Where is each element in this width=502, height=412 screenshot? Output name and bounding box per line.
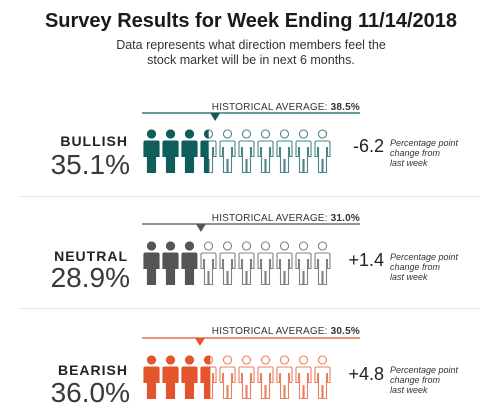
person-icon	[295, 241, 312, 286]
neutral-historical-value: 31.0%	[330, 213, 360, 224]
bearish-note-line-2: change from	[390, 375, 441, 385]
bearish-note-line-1: Percentage point	[390, 365, 459, 375]
bullish-percentage: 35.1%	[50, 149, 130, 180]
bullish-note-line-1: Percentage point	[390, 138, 459, 148]
person-icon-filled	[200, 129, 209, 174]
bearish-note-line-3: last week	[390, 385, 428, 395]
neutral-note-line-2: change from	[390, 262, 441, 272]
section-divider	[20, 308, 480, 309]
bearish-pictogram-row	[142, 337, 360, 400]
neutral-label: NEUTRAL	[54, 248, 128, 264]
person-icon	[295, 355, 312, 400]
person-icon	[219, 129, 236, 174]
chart-title: Survey Results for Week Ending 11/14/201…	[44, 10, 458, 32]
bullish-note-line-3: last week	[390, 158, 428, 168]
bullish-pictogram-row	[142, 112, 360, 174]
bullish-historical-value: 38.5%	[330, 102, 360, 113]
person-icon	[295, 129, 312, 174]
person-icon	[314, 129, 331, 174]
bullish-note-line-2: change from	[390, 148, 441, 158]
person-icon	[276, 355, 293, 400]
neutral-historical-label: HISTORICAL AVERAGE:	[211, 213, 328, 224]
section-divider	[20, 196, 480, 197]
neutral-historical-average: HISTORICAL AVERAGE: 31.0%	[150, 213, 360, 224]
person-icon-filled	[162, 355, 179, 400]
subtitle-line-2: stock market will be in next 6 months.	[147, 53, 355, 67]
person-icon	[257, 129, 274, 174]
bearish-change-note: Percentage point change from last week	[390, 365, 490, 395]
neutral-pictogram-row	[142, 223, 360, 286]
person-icon	[314, 355, 331, 400]
person-icon-filled	[143, 241, 160, 286]
neutral-change-note: Percentage point change from last week	[390, 252, 490, 282]
chart-subtitle: Data represents what direction members f…	[0, 38, 502, 68]
person-icon	[314, 241, 331, 286]
bearish-historical-marker	[194, 338, 205, 346]
neutral-note-line-1: Percentage point	[390, 252, 459, 262]
person-icon	[238, 129, 255, 174]
person-icon-filled	[162, 129, 179, 174]
person-icon-filled	[181, 129, 198, 174]
person-icon	[219, 241, 236, 286]
bullish-historical-marker	[210, 113, 221, 121]
bullish-change-note: Percentage point change from last week	[390, 138, 490, 168]
neutral-percentage: 28.9%	[50, 262, 130, 293]
person-icon	[276, 241, 293, 286]
person-icon-filled	[200, 355, 211, 400]
person-icon-filled	[143, 129, 160, 174]
person-icon-filled	[181, 241, 197, 286]
person-icon	[257, 355, 274, 400]
person-icon	[238, 241, 255, 286]
bullish-change: -6.2	[352, 136, 384, 156]
subtitle-line-1: Data represents what direction members f…	[116, 38, 386, 52]
person-icon	[200, 241, 217, 286]
bullish-label: BULLISH	[60, 133, 128, 149]
person-icon-filled	[181, 355, 198, 400]
person-icon	[219, 355, 236, 400]
person-icon-filled	[143, 355, 160, 400]
neutral-historical-marker	[195, 224, 206, 232]
bearish-percentage: 36.0%	[50, 377, 130, 408]
bearish-historical-average: HISTORICAL AVERAGE: 30.5%	[150, 326, 360, 337]
person-icon	[257, 241, 274, 286]
bullish-historical-label: HISTORICAL AVERAGE:	[211, 102, 328, 113]
neutral-note-line-3: last week	[390, 272, 428, 282]
neutral-change: +1.4	[348, 250, 384, 270]
bullish-historical-average: HISTORICAL AVERAGE: 38.5%	[150, 102, 360, 113]
bearish-historical-value: 30.5%	[330, 326, 360, 337]
bearish-change: +4.8	[348, 364, 384, 384]
bearish-historical-label: HISTORICAL AVERAGE:	[211, 326, 328, 337]
person-icon	[238, 355, 255, 400]
bearish-label: BEARISH	[57, 362, 128, 378]
person-icon	[276, 129, 293, 174]
person-icon-filled	[162, 241, 179, 286]
